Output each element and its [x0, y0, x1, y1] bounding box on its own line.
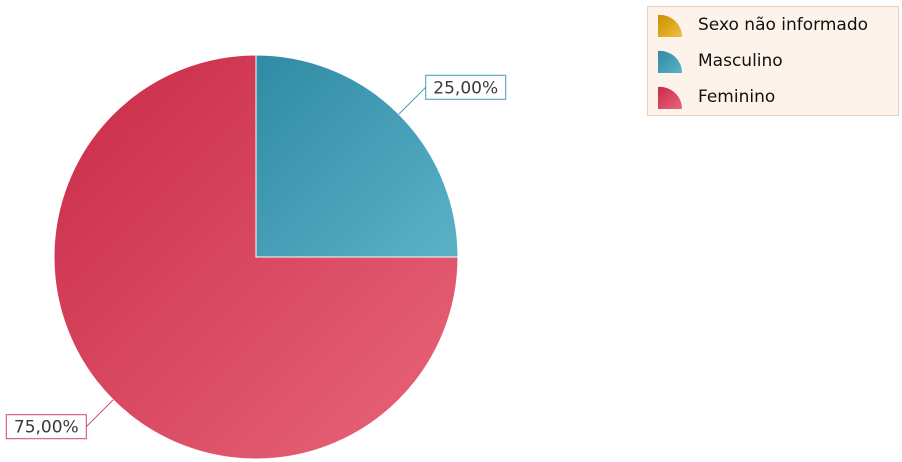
legend-label: Masculino: [698, 51, 783, 71]
pie-slice-feminino: [53, 54, 459, 460]
legend-item-masculino: Masculino: [656, 47, 783, 75]
pie-chart: 25,00% 75,00%: [5, 54, 507, 460]
data-label-box: [425, 74, 507, 100]
data-label-leader: [85, 399, 114, 428]
data-label-feminino: 75,00%: [14, 418, 79, 438]
data-label-leader: [398, 86, 427, 115]
legend-swatch-masculino: [658, 50, 683, 73]
legend-swatch-sexo-nao-informado: [658, 14, 683, 37]
pie-slice-masculino: [255, 54, 459, 258]
data-label-box: [5, 414, 87, 440]
legend-label: Feminino: [698, 87, 776, 107]
legend-item-feminino: Feminino: [656, 83, 775, 111]
legend-swatch-feminino: [658, 86, 683, 109]
legend: Sexo não informado Masculino Feminino: [647, 6, 899, 116]
legend-item-sexo-nao-informado: Sexo não informado: [656, 11, 868, 39]
legend-label: Sexo não informado: [698, 15, 869, 35]
data-label-masculino: 25,00%: [433, 78, 498, 98]
